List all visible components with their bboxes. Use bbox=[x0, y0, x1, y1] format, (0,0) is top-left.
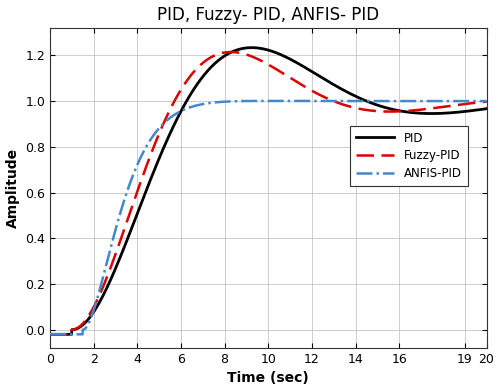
PID bbox=[428, 111, 434, 116]
PID bbox=[484, 106, 490, 111]
PID bbox=[122, 241, 128, 246]
ANFIS-PID bbox=[122, 194, 128, 198]
Legend: PID, Fuzzy-PID, ANFIS-PID: PID, Fuzzy-PID, ANFIS-PID bbox=[350, 126, 468, 186]
Fuzzy-PID bbox=[475, 100, 481, 105]
PID bbox=[234, 48, 239, 52]
X-axis label: Time (sec): Time (sec) bbox=[228, 371, 309, 386]
ANFIS-PID bbox=[97, 287, 103, 292]
PID bbox=[47, 332, 53, 337]
ANFIS-PID bbox=[214, 100, 220, 104]
PID bbox=[97, 300, 103, 304]
Title: PID, Fuzzy- PID, ANFIS- PID: PID, Fuzzy- PID, ANFIS- PID bbox=[157, 5, 380, 23]
ANFIS-PID bbox=[428, 99, 434, 103]
Fuzzy-PID bbox=[484, 99, 490, 104]
Fuzzy-PID bbox=[428, 106, 434, 111]
Fuzzy-PID bbox=[97, 292, 103, 297]
ANFIS-PID bbox=[484, 99, 490, 103]
Fuzzy-PID bbox=[47, 332, 53, 337]
ANFIS-PID bbox=[475, 99, 481, 103]
PID bbox=[248, 45, 254, 50]
PID bbox=[475, 108, 481, 112]
Fuzzy-PID bbox=[228, 50, 234, 54]
Fuzzy-PID bbox=[234, 50, 239, 55]
Line: ANFIS-PID: ANFIS-PID bbox=[50, 101, 486, 334]
ANFIS-PID bbox=[264, 99, 270, 103]
Fuzzy-PID bbox=[122, 223, 128, 228]
Line: Fuzzy-PID: Fuzzy-PID bbox=[50, 52, 486, 334]
Y-axis label: Amplitude: Amplitude bbox=[6, 148, 20, 228]
Line: PID: PID bbox=[50, 48, 486, 334]
Fuzzy-PID bbox=[214, 52, 220, 57]
ANFIS-PID bbox=[234, 99, 239, 104]
PID bbox=[214, 59, 220, 64]
ANFIS-PID bbox=[47, 332, 53, 337]
